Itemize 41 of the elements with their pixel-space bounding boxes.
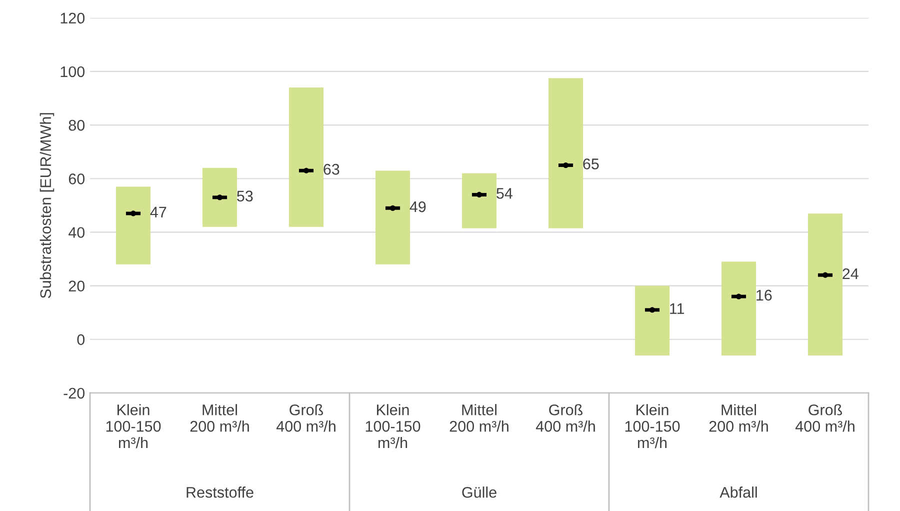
x-tick-label: Klein 100-150 m³/h bbox=[625, 404, 680, 448]
bar bbox=[634, 286, 670, 356]
y-tick-label: 60 bbox=[68, 174, 85, 184]
bar bbox=[202, 168, 238, 227]
x-tick-label: Mittel 200 m³/h bbox=[190, 404, 249, 432]
data-label: 54 bbox=[496, 188, 512, 199]
x-tick-label: Klein 100-150 m³/h bbox=[106, 404, 161, 448]
point bbox=[216, 194, 223, 200]
text: Abfall bbox=[720, 486, 757, 498]
y-tick-label: 40 bbox=[68, 227, 85, 238]
data-label: 63 bbox=[324, 164, 340, 175]
bar bbox=[116, 186, 151, 264]
data-label: 11 bbox=[670, 303, 684, 314]
data-label: 24 bbox=[842, 268, 858, 280]
point bbox=[736, 294, 742, 300]
bar bbox=[375, 170, 410, 264]
data-label: 65 bbox=[583, 158, 599, 170]
data-label: 16 bbox=[756, 290, 772, 301]
x-tick-label: Groß 400 m³/h bbox=[795, 404, 854, 432]
y-tick-label: 100 bbox=[60, 66, 85, 78]
x-tick-label: Groß 400 m³/h bbox=[276, 404, 336, 432]
x-tick-label: Mittel 200 m³/h bbox=[709, 404, 768, 432]
point bbox=[130, 210, 136, 216]
bar bbox=[808, 213, 843, 356]
bar bbox=[548, 78, 584, 228]
y-axis-title: Substratkosten [EUR/MWh] bbox=[40, 113, 54, 298]
data-label: 53 bbox=[237, 190, 253, 202]
text: Reststoffe bbox=[186, 486, 254, 498]
x-tick-label: Klein 100-150 m³/h bbox=[366, 404, 420, 448]
bar bbox=[288, 88, 324, 227]
y-tick-label: 120 bbox=[60, 12, 85, 24]
text: Gülle bbox=[462, 486, 496, 498]
bar bbox=[721, 262, 756, 356]
x-tick-label: Mittel 200 m³/h bbox=[450, 404, 508, 432]
y-tick-label: 80 bbox=[68, 120, 85, 131]
point bbox=[822, 272, 828, 278]
y-tick-label: 0 bbox=[77, 334, 85, 346]
x-tick-label: Groß 400 m³/h bbox=[536, 404, 595, 432]
bar bbox=[462, 173, 497, 228]
y-tick-label: -20 bbox=[64, 388, 85, 399]
y-tick-label: 20 bbox=[68, 280, 85, 292]
